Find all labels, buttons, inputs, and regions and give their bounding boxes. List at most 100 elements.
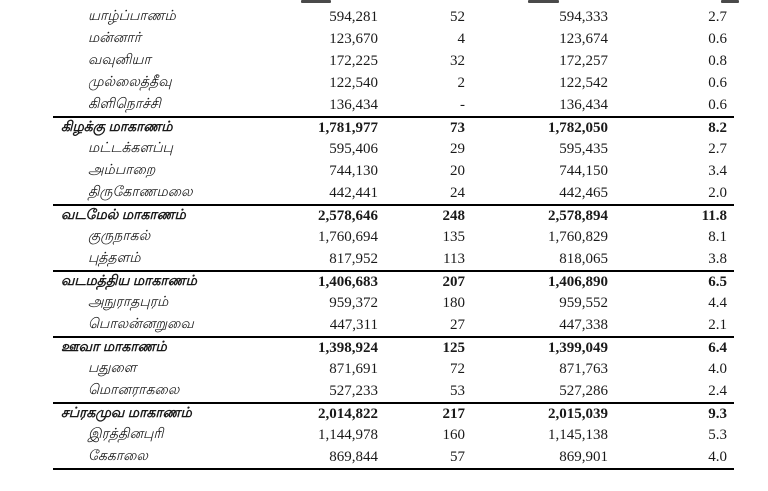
count-secondary-cell: 32 bbox=[450, 53, 465, 69]
count-secondary-cell: 135 bbox=[442, 229, 466, 245]
percent-cell: 4.0 bbox=[708, 449, 727, 465]
percent-cell: 8.1 bbox=[708, 229, 727, 245]
district-name: அம்பாறை bbox=[88, 163, 156, 178]
district-row: முல்லைத்தீவு 122,540 2 122,542 0.6 bbox=[53, 72, 734, 94]
district-row: பொலன்னறுவை 447,311 27 447,338 2.1 bbox=[53, 314, 734, 336]
count-secondary-cell: 57 bbox=[450, 449, 465, 465]
count-primary-cell: 817,952 bbox=[329, 251, 378, 267]
count-secondary-cell: 73 bbox=[450, 120, 465, 136]
district-row: குருநாகல் 1,760,694 135 1,760,829 8.1 bbox=[53, 226, 734, 248]
count-total-cell: 1,145,138 bbox=[548, 427, 608, 443]
district-name: மொனராகலை bbox=[88, 383, 180, 398]
district-name: கேகாலை bbox=[88, 449, 149, 464]
population-table: யாழ்ப்பாணம் 594,281 52 594,333 2.7 மன்னார் 123… bbox=[53, 6, 734, 470]
district-row: திருகோணமலை 442,441 24 442,465 2.0 bbox=[53, 182, 734, 204]
count-total-cell: 871,763 bbox=[559, 361, 608, 377]
count-secondary-cell: 207 bbox=[442, 274, 466, 290]
province-name: வடமேல் மாகாணம் bbox=[61, 208, 186, 223]
province-total-row: சப்ரகமுவ மாகாணம் 2,014,822 217 2,015,039 9.3 bbox=[53, 402, 734, 424]
district-name: பொலன்னறுவை bbox=[88, 317, 194, 332]
percent-cell: 3.4 bbox=[708, 163, 727, 179]
percent-cell: 6.5 bbox=[708, 274, 727, 290]
count-secondary-cell: 52 bbox=[450, 9, 465, 25]
count-primary-cell: 447,311 bbox=[329, 317, 378, 333]
district-name: மன்னார் bbox=[88, 31, 142, 46]
district-row: மட்டக்களப்பு 595,406 29 595,435 2.7 bbox=[53, 138, 734, 160]
count-primary-cell: 594,281 bbox=[329, 9, 378, 25]
count-primary-cell: 959,372 bbox=[329, 295, 378, 311]
percent-cell: 2.7 bbox=[708, 9, 727, 25]
district-name: புத்தளம் bbox=[88, 251, 141, 266]
district-row: வவுனியா 172,225 32 172,257 0.8 bbox=[53, 50, 734, 72]
percent-cell: 2.7 bbox=[708, 141, 727, 157]
count-total-cell: 594,333 bbox=[559, 9, 608, 25]
district-row: பதுளை 871,691 72 871,763 4.0 bbox=[53, 358, 734, 380]
count-total-cell: 123,674 bbox=[559, 31, 608, 47]
district-name: யாழ்ப்பாணம் bbox=[88, 9, 176, 24]
count-primary-cell: 744,130 bbox=[329, 163, 378, 179]
clipped-row-fragment bbox=[301, 0, 331, 3]
province-name: கிழக்கு மாகாணம் bbox=[61, 120, 173, 135]
count-primary-cell: 1,398,924 bbox=[318, 340, 378, 356]
count-secondary-cell: 4 bbox=[457, 31, 466, 47]
count-total-cell: 959,552 bbox=[559, 295, 608, 311]
district-row: இரத்தினபுரி 1,144,978 160 1,145,138 5.3 bbox=[53, 424, 734, 446]
count-primary-cell: 1,406,683 bbox=[318, 274, 378, 290]
count-primary-cell: 1,760,694 bbox=[318, 229, 378, 245]
count-secondary-cell: 2 bbox=[457, 75, 466, 91]
count-total-cell: 172,257 bbox=[559, 53, 608, 69]
province-name: சப்ரகமுவ மாகாணம் bbox=[61, 406, 192, 421]
count-secondary-cell: 53 bbox=[450, 383, 465, 399]
district-name: பதுளை bbox=[88, 361, 137, 376]
count-primary-cell: 136,434 bbox=[329, 97, 378, 113]
percent-cell: 2.0 bbox=[708, 185, 727, 201]
count-total-cell: 1,399,049 bbox=[548, 340, 608, 356]
count-secondary-cell: 160 bbox=[442, 427, 466, 443]
count-primary-cell: 1,781,977 bbox=[318, 120, 378, 136]
count-secondary-cell: 180 bbox=[442, 295, 466, 311]
district-name: வவுனியா bbox=[88, 53, 151, 68]
district-name: திருகோணமலை bbox=[88, 185, 193, 200]
count-secondary-cell: 125 bbox=[442, 340, 466, 356]
district-name: குருநாகல் bbox=[88, 229, 151, 244]
count-total-cell: 1,406,890 bbox=[548, 274, 608, 290]
district-row: அம்பாறை 744,130 20 744,150 3.4 bbox=[53, 160, 734, 182]
percent-cell: 2.1 bbox=[708, 317, 727, 333]
percent-cell: 2.4 bbox=[708, 383, 727, 399]
count-primary-cell: 172,225 bbox=[329, 53, 378, 69]
count-primary-cell: 871,691 bbox=[329, 361, 378, 377]
count-total-cell: 122,542 bbox=[559, 75, 608, 91]
count-secondary-cell: 113 bbox=[443, 251, 465, 267]
percent-cell: 4.4 bbox=[708, 295, 727, 311]
count-primary-cell: 527,233 bbox=[329, 383, 378, 399]
percent-cell: 8.2 bbox=[708, 120, 727, 136]
clipped-row-fragment bbox=[528, 0, 559, 3]
district-row: புத்தளம் 817,952 113 818,065 3.8 bbox=[53, 248, 734, 270]
count-primary-cell: 122,540 bbox=[329, 75, 378, 91]
count-secondary-cell: - bbox=[460, 97, 465, 113]
count-secondary-cell: 72 bbox=[450, 361, 465, 377]
province-total-row: கிழக்கு மாகாணம் 1,781,977 73 1,782,050 8.2 bbox=[53, 116, 734, 138]
percent-cell: 0.6 bbox=[708, 75, 727, 91]
count-secondary-cell: 27 bbox=[450, 317, 465, 333]
district-name: அநுராதபுரம் bbox=[88, 295, 169, 310]
count-primary-cell: 442,441 bbox=[329, 185, 378, 201]
percent-cell: 6.4 bbox=[708, 340, 727, 356]
count-primary-cell: 1,144,978 bbox=[318, 427, 378, 443]
district-row: அநுராதபுரம் 959,372 180 959,552 4.4 bbox=[53, 292, 734, 314]
percent-cell: 9.3 bbox=[708, 406, 727, 422]
count-primary-cell: 595,406 bbox=[329, 141, 378, 157]
percent-cell: 0.6 bbox=[708, 97, 727, 113]
count-primary-cell: 2,014,822 bbox=[318, 406, 378, 422]
count-total-cell: 2,015,039 bbox=[548, 406, 608, 422]
count-total-cell: 595,435 bbox=[559, 141, 608, 157]
district-name: இரத்தினபுரி bbox=[88, 427, 164, 442]
count-total-cell: 869,901 bbox=[559, 449, 608, 465]
district-row: கிளிநொச்சி 136,434 - 136,434 0.6 bbox=[53, 94, 734, 116]
count-secondary-cell: 248 bbox=[442, 208, 466, 224]
count-total-cell: 1,782,050 bbox=[548, 120, 608, 136]
province-total-row: ஊவா மாகாணம் 1,398,924 125 1,399,049 6.4 bbox=[53, 336, 734, 358]
percent-cell: 5.3 bbox=[708, 427, 727, 443]
district-row: மொனராகலை 527,233 53 527,286 2.4 bbox=[53, 380, 734, 402]
